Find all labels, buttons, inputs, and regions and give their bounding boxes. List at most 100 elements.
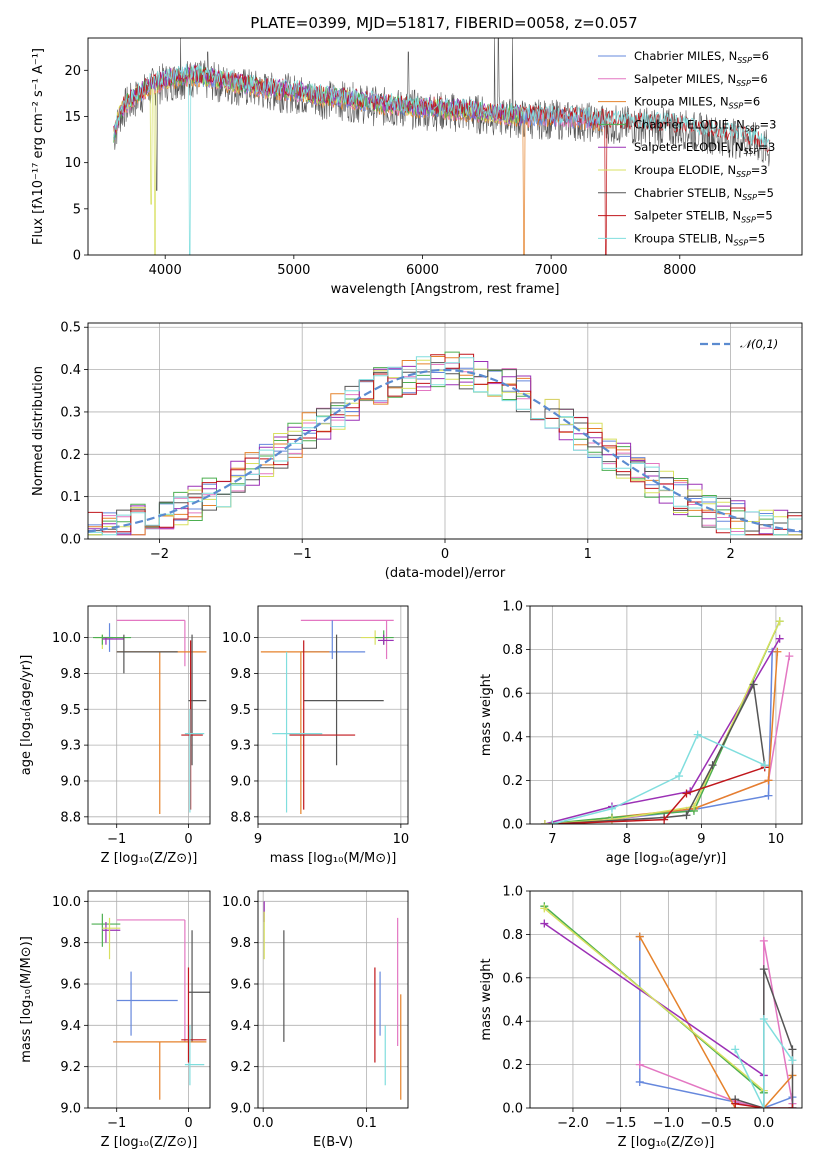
spectrum-ytick-label-2: 10: [64, 156, 81, 171]
age-vs-Z-errorbars: [93, 619, 207, 814]
massweight-vs-Z-marker-8-3: [788, 1056, 797, 1065]
mass-vs-Z-point-1: [102, 922, 121, 943]
mass-vs-Z-xtick-label-0: −1: [107, 1116, 126, 1131]
mass-vs-Z-point-5: [188, 930, 210, 1042]
massweight-vs-Z-xlabel: Z [log₁₀(Z/Z⊙)]: [618, 1135, 715, 1150]
age-vs-Z-point-0: [116, 619, 186, 667]
massweight-vs-age-marker-7-1: [660, 815, 669, 824]
massweight-vs-Z-marker-6-2: [759, 965, 768, 974]
spectrum-legend-sub-2: SSP: [729, 102, 744, 111]
mass-vs-Z-point-3: [116, 919, 186, 1042]
age-vs-mass-point-8: [272, 651, 323, 813]
spectrum-legend-label-6: Chabrier STELIB, N: [634, 186, 742, 200]
mass-vs-EBV-ytick-label-3: 9.6: [230, 978, 251, 993]
massweight-vs-Z-marker-8-1: [759, 1104, 768, 1108]
residuals-frame: [87, 322, 803, 540]
spectrum-legend-tail-3: =3: [760, 117, 777, 131]
massweight-vs-Z-xtick-label-3: −0.5: [700, 1116, 732, 1131]
massweight-vs-age-marker-5-3: [775, 617, 784, 626]
age-vs-Z-xtick-label-1: 0: [184, 832, 192, 847]
age-vs-mass-errorbars: [260, 619, 394, 814]
spectrum-legend-entry-7: Salpeter STELIB, NSSP=5: [634, 209, 773, 225]
residuals-xtick-label-2: 0: [441, 547, 449, 562]
massweight-vs-Z-marker-8-0: [731, 1045, 740, 1054]
residuals-histograms: [88, 351, 802, 536]
spectrum-legend-label-4: Salpeter ELODIE, N: [634, 140, 744, 154]
mass-vs-Z-ylabel: mass [log₁₀(M/M⊙)]: [19, 936, 34, 1063]
mass-vs-Z-point-4: [116, 971, 178, 1036]
massweight-vs-Z-frame: [529, 890, 803, 1109]
massweight-vs-Z-panel: −2.0 −1.5 −1.0 −0.5 0.0 0.0 0.2 0.4 0.6 0.8 1.0 Z […: [479, 885, 803, 1150]
age-vs-Z-point-6: [116, 634, 178, 674]
mass-vs-Z-point-7: [181, 967, 207, 1063]
massweight-vs-age-ylabel: mass weight: [479, 674, 494, 756]
spectrum-legend-sub-1: SSP: [736, 79, 751, 88]
massweight-vs-Z-ytick-label-5: 1.0: [502, 885, 523, 900]
massweight-vs-Z-marker-2-0: [635, 932, 644, 941]
massweight-vs-Z-line-7: [735, 1102, 793, 1108]
massweight-vs-age-marker-0-3: [764, 791, 773, 800]
spectrum-legend-sub-0: SSP: [737, 56, 752, 65]
mass-vs-Z-point-2: [102, 917, 121, 960]
residuals-ytick-label-4: 0.4: [60, 363, 81, 378]
residuals-xtick-label-0: −2: [150, 547, 169, 562]
mass-vs-Z-xtick-label-1: 0: [184, 1116, 192, 1131]
age-vs-Z-xlabel: Z [log₁₀(Z/Z⊙)]: [101, 851, 198, 866]
massweight-vs-age-marker-8-1: [607, 804, 616, 813]
massweight-vs-age-ytick-label-4: 0.8: [502, 643, 523, 658]
spectrum-legend-entry-4: Salpeter ELODIE, NSSP=3: [634, 140, 775, 156]
residuals-ylabel: Normed distribution: [31, 366, 46, 496]
residuals-ytick-label-2: 0.2: [60, 448, 81, 463]
massweight-vs-Z-xtick-label-2: −1.0: [653, 1116, 685, 1131]
spectrum-ytick-label-1: 5: [73, 202, 81, 217]
massweight-vs-age-xtick-label-0: 7: [548, 832, 556, 847]
massweight-vs-age-line-7: [552, 766, 765, 824]
massweight-vs-Z-ytick-label-1: 0.2: [502, 1058, 523, 1073]
residuals-ytick-label-0: 0.0: [60, 533, 81, 548]
residuals-hist-kroupa-stelib: [88, 356, 802, 536]
residuals-normal-curve: [88, 368, 802, 533]
residuals-panel: −2 −1 0 1 2 0.0 0.1 0.2 0.3 0.4 0.5 (data-model)/er…: [31, 321, 803, 581]
massweight-vs-age-ytick-label-5: 1.0: [502, 600, 523, 615]
massweight-vs-Z-xtick-label-1: −1.5: [605, 1116, 637, 1131]
massweight-vs-age-panel: 7 8 9 10 0.0 0.2 0.4 0.6 0.8 1.0 age [log₁₀(age/yr…: [479, 600, 803, 866]
age-vs-Z-frame: [87, 605, 211, 825]
massweight-vs-age-marker-6-4: [749, 680, 758, 689]
mass-vs-Z-point-8: [184, 1025, 205, 1086]
mass-vs-EBV-frame: [257, 890, 409, 1109]
spectrum-legend-entry-3: Chabrier ELODIE, NSSP=3: [634, 117, 776, 133]
spectrum-panel: 4000 5000 6000 7000 8000 0 5 10 15 20 wavelength […: [31, 37, 803, 297]
massweight-vs-age-series-kroupa-stelib: [548, 730, 769, 824]
residuals-ytick-label-5: 0.5: [60, 321, 81, 336]
massweight-vs-age-marker-6-3: [708, 761, 717, 770]
massweight-vs-Z-ylabel: mass weight: [479, 958, 494, 1040]
spectrum-legend-sub-4: SSP: [744, 147, 759, 156]
age-vs-Z-point-7: [188, 634, 207, 766]
spectrum-legend-entry-6: Chabrier STELIB, NSSP=5: [634, 186, 774, 202]
age-vs-mass-point-7: [289, 640, 356, 810]
massweight-vs-age-marker-8-0: [548, 820, 557, 824]
spectrum-xtick-label-0: 4000: [149, 263, 182, 278]
massweight-vs-Z-ytick-label-0: 0.0: [502, 1102, 523, 1117]
mass-vs-Z-ytick-label-4: 9.8: [60, 936, 81, 951]
residuals-xtick-label-4: 2: [726, 547, 734, 562]
massweight-vs-age-marker-8-2: [675, 772, 684, 781]
spectrum-legend-label-3: Chabrier ELODIE, N: [634, 117, 745, 131]
age-vs-Z-ytick-label-0: 8.8: [60, 810, 81, 825]
spectrum-xtick-label-4: 8000: [663, 263, 696, 278]
massweight-vs-Z-marker-1-0: [635, 1060, 644, 1069]
residuals-xlabel: (data-model)/error: [385, 566, 506, 581]
spectrum-legend-label-5: Kroupa ELODIE, N: [634, 163, 736, 177]
massweight-vs-Z-xtick-label-4: 0.0: [753, 1116, 774, 1131]
spectrum-xtick-label-3: 7000: [535, 263, 568, 278]
mass-vs-EBV-xtick-label-1: 0.1: [356, 1116, 377, 1131]
mass-vs-Z-errorbars: [91, 913, 210, 1100]
age-vs-mass-point-0: [300, 619, 394, 660]
massweight-vs-Z-marker-8-2: [759, 1015, 768, 1024]
mass-vs-EBV-errorbars: [263, 901, 402, 1100]
spectrum-legend-tail-2: =6: [743, 95, 760, 109]
age-vs-mass-ytick-label-4: 9.8: [230, 667, 251, 682]
massweight-vs-Z-series-kroupa-stelib: [731, 1015, 797, 1108]
age-vs-mass-ytick-label-0: 8.8: [230, 810, 251, 825]
